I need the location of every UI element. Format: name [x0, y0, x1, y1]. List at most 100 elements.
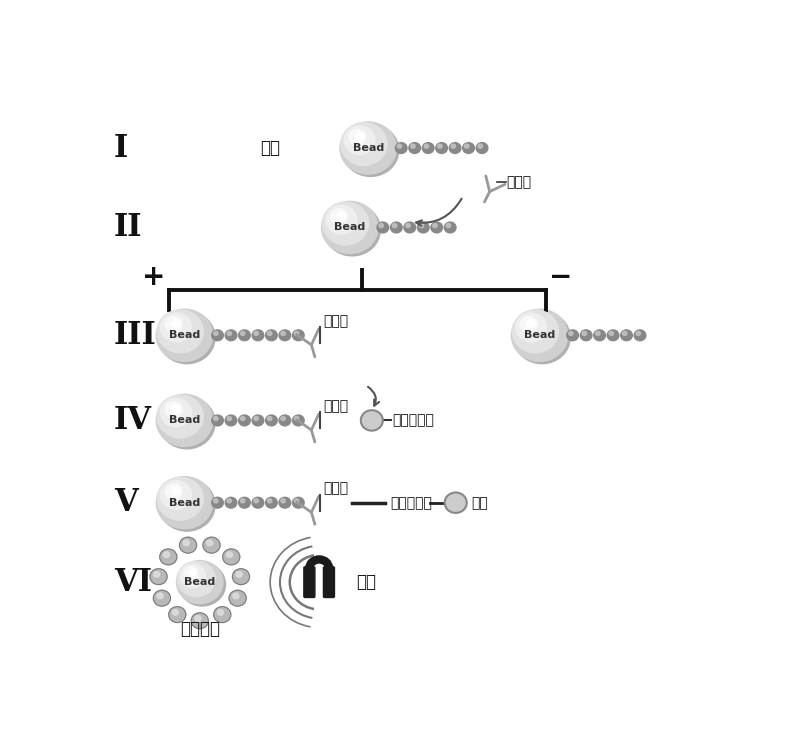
Circle shape	[424, 144, 429, 148]
Circle shape	[279, 497, 291, 508]
Circle shape	[160, 313, 191, 342]
Circle shape	[171, 487, 180, 495]
Text: 链霉亲和素: 链霉亲和素	[393, 413, 435, 427]
Circle shape	[227, 332, 231, 335]
Circle shape	[377, 222, 389, 233]
Circle shape	[636, 332, 641, 335]
Circle shape	[160, 549, 177, 565]
Circle shape	[295, 416, 299, 421]
Circle shape	[361, 411, 383, 430]
Circle shape	[623, 332, 627, 335]
Circle shape	[214, 607, 231, 623]
Circle shape	[478, 144, 483, 148]
Circle shape	[331, 209, 348, 224]
Circle shape	[252, 415, 264, 426]
Circle shape	[165, 316, 182, 332]
Circle shape	[295, 499, 299, 503]
Circle shape	[596, 332, 600, 335]
Circle shape	[438, 144, 442, 148]
Circle shape	[252, 330, 264, 340]
Circle shape	[397, 144, 401, 148]
Circle shape	[356, 133, 364, 140]
Circle shape	[177, 562, 216, 597]
Circle shape	[594, 330, 605, 340]
Circle shape	[423, 143, 434, 153]
Circle shape	[169, 607, 186, 623]
Text: 生物素: 生物素	[323, 399, 348, 413]
Circle shape	[254, 499, 258, 503]
Circle shape	[265, 415, 277, 426]
Text: 肽珠: 肽珠	[260, 139, 280, 157]
Circle shape	[195, 615, 201, 621]
Circle shape	[566, 330, 578, 340]
Circle shape	[444, 222, 456, 233]
Circle shape	[217, 609, 224, 615]
Circle shape	[322, 202, 369, 245]
Circle shape	[180, 564, 205, 587]
Circle shape	[159, 312, 215, 363]
Circle shape	[325, 206, 357, 234]
Circle shape	[165, 484, 182, 500]
Circle shape	[608, 330, 619, 340]
Circle shape	[511, 310, 568, 361]
Circle shape	[156, 310, 213, 361]
Text: Bead: Bead	[352, 143, 384, 153]
FancyBboxPatch shape	[323, 567, 334, 598]
Circle shape	[225, 497, 237, 508]
Circle shape	[157, 478, 203, 520]
Text: Bead: Bead	[524, 330, 555, 340]
Text: 链霉亲和素: 链霉亲和素	[390, 496, 432, 510]
Circle shape	[252, 497, 264, 508]
Circle shape	[514, 312, 570, 363]
Circle shape	[337, 212, 345, 220]
Circle shape	[281, 332, 285, 335]
Circle shape	[451, 144, 456, 148]
Circle shape	[527, 320, 536, 327]
Circle shape	[157, 395, 203, 438]
Circle shape	[171, 320, 180, 327]
Circle shape	[156, 477, 213, 529]
Circle shape	[240, 416, 245, 421]
Circle shape	[240, 332, 245, 335]
Text: 生物素: 生物素	[506, 175, 532, 189]
Circle shape	[409, 143, 420, 153]
Circle shape	[160, 481, 191, 509]
Circle shape	[179, 563, 225, 606]
Circle shape	[153, 590, 171, 606]
Circle shape	[213, 416, 218, 421]
Circle shape	[390, 222, 402, 233]
Circle shape	[324, 203, 381, 256]
Circle shape	[227, 416, 231, 421]
Circle shape	[232, 569, 250, 584]
Circle shape	[476, 143, 488, 153]
Text: Bead: Bead	[169, 497, 200, 508]
Text: 阳性肽珠: 阳性肽珠	[180, 620, 220, 638]
Circle shape	[254, 416, 258, 421]
Text: III: III	[114, 320, 156, 351]
Circle shape	[172, 609, 179, 615]
Circle shape	[207, 540, 213, 545]
Circle shape	[227, 499, 231, 503]
Circle shape	[159, 397, 215, 449]
Text: V: V	[114, 487, 137, 518]
Text: 生物素: 生物素	[323, 314, 348, 328]
Circle shape	[344, 126, 375, 155]
Circle shape	[340, 122, 397, 174]
Circle shape	[393, 223, 397, 228]
Circle shape	[512, 310, 559, 353]
Circle shape	[292, 330, 304, 340]
Text: Bead: Bead	[169, 416, 200, 425]
Circle shape	[254, 332, 258, 335]
Circle shape	[433, 223, 437, 228]
Circle shape	[190, 569, 196, 576]
Circle shape	[463, 143, 474, 153]
Text: IV: IV	[114, 405, 152, 436]
Circle shape	[436, 143, 447, 153]
Circle shape	[431, 222, 442, 233]
Circle shape	[581, 330, 592, 340]
Circle shape	[265, 497, 277, 508]
Circle shape	[445, 492, 467, 513]
Circle shape	[279, 330, 291, 340]
Circle shape	[240, 499, 245, 503]
Text: +: +	[142, 263, 166, 291]
